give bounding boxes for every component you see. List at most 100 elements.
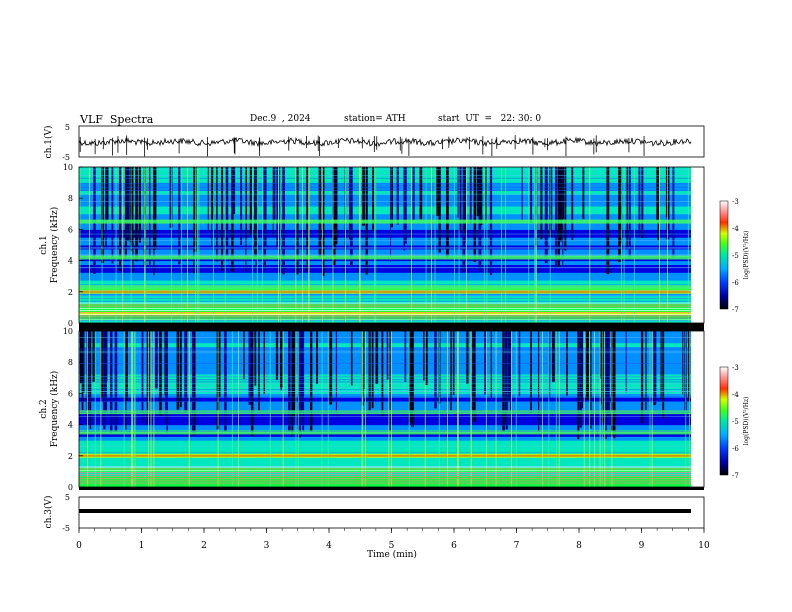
spec-row bbox=[79, 178, 691, 184]
colorbar-scale bbox=[719, 366, 729, 476]
spec-streak bbox=[667, 167, 670, 231]
ch1-freq-ticks: 0 2 4 6 8 10 bbox=[63, 163, 83, 328]
spec-streak bbox=[535, 167, 538, 249]
spec-streak bbox=[100, 331, 103, 399]
spec-streak bbox=[579, 331, 582, 428]
spec-streak bbox=[474, 331, 476, 422]
spec-streak bbox=[423, 331, 425, 381]
spec-streak bbox=[180, 331, 182, 408]
colorbar-tick-label: -5 bbox=[732, 252, 739, 260]
ch2-spectrogram bbox=[79, 331, 691, 488]
ch2-spec-channel-label: ch.2 bbox=[39, 399, 49, 418]
spec-streak bbox=[473, 331, 475, 414]
ch1-waveform bbox=[78, 135, 692, 157]
spec-streak bbox=[645, 331, 647, 410]
ch1-wave-frame bbox=[78, 125, 705, 158]
spec-streak bbox=[216, 167, 218, 262]
spec-row bbox=[79, 373, 691, 379]
spec-streak bbox=[571, 167, 573, 238]
time-tick-label: 8 bbox=[576, 541, 582, 551]
spec-streak bbox=[149, 331, 151, 400]
spec-row bbox=[79, 370, 691, 375]
spec-streak bbox=[243, 331, 245, 380]
spec-streak bbox=[263, 331, 266, 394]
spec-streak bbox=[554, 167, 558, 269]
spec-streak bbox=[419, 167, 423, 220]
ch2-colorbar: -3 -4 -5 -6 -7 log(PSD)(V²/Hz) bbox=[719, 364, 750, 480]
spec-row bbox=[79, 241, 691, 246]
spec-streak bbox=[403, 167, 406, 251]
spec-streak bbox=[176, 331, 180, 410]
spec-streak bbox=[231, 167, 234, 272]
spec-row bbox=[79, 206, 691, 211]
spec-streak bbox=[159, 331, 162, 416]
spec-row bbox=[79, 366, 691, 371]
spec-row bbox=[79, 416, 691, 422]
spec-streak bbox=[300, 331, 304, 413]
spec-streak bbox=[310, 331, 313, 432]
spec-streak bbox=[618, 167, 621, 262]
spec-band-core bbox=[79, 290, 691, 293]
spec-band bbox=[79, 255, 691, 260]
ch1-colorbar: -3 -4 -5 -6 -7 log(PSD)(V²/Hz) bbox=[719, 198, 750, 314]
spec-row bbox=[79, 471, 691, 476]
spec-streak bbox=[79, 331, 83, 384]
spec-row bbox=[79, 459, 691, 465]
spec-streak bbox=[248, 331, 252, 405]
ch1-ytick-bottom: -5 bbox=[62, 153, 70, 162]
colorbar-tick-label: -6 bbox=[732, 279, 739, 287]
spec-streak bbox=[124, 167, 127, 260]
spec-streak bbox=[626, 167, 628, 247]
spec-streak bbox=[119, 167, 122, 271]
spec-streak bbox=[412, 167, 415, 220]
spec-streak bbox=[540, 167, 543, 240]
spec-streak bbox=[577, 331, 580, 440]
spec-streak bbox=[551, 331, 555, 383]
colorbar-tick-label: -5 bbox=[732, 418, 739, 426]
spec-row bbox=[79, 315, 691, 320]
ch3-ylabel: ch.3(V) bbox=[43, 496, 54, 529]
spec-streak bbox=[106, 167, 109, 221]
spec-streak bbox=[396, 167, 399, 225]
chart-title: VLF Spectra bbox=[80, 113, 154, 126]
spec-streak bbox=[550, 167, 553, 225]
spec-streak bbox=[502, 331, 505, 433]
spec-streak bbox=[291, 331, 294, 436]
spec-row bbox=[79, 331, 691, 336]
spec-streak bbox=[135, 167, 138, 262]
spec-streak bbox=[335, 167, 338, 245]
spec-streak bbox=[254, 167, 258, 220]
spec-streak bbox=[564, 167, 567, 251]
time-tick-label: 2 bbox=[201, 541, 207, 551]
spec-streak bbox=[450, 331, 452, 411]
station-label: station= ATH bbox=[344, 114, 406, 124]
spec-row bbox=[79, 424, 691, 429]
spec-streak bbox=[434, 331, 437, 409]
ch1-spec-channel-label: ch.1 bbox=[39, 235, 49, 254]
spec-row bbox=[79, 303, 691, 308]
freq-tick-label: 2 bbox=[68, 452, 73, 461]
spec-row bbox=[79, 268, 691, 273]
spec-row bbox=[79, 440, 691, 445]
separator-bar bbox=[79, 323, 704, 331]
spec-streak bbox=[89, 331, 92, 396]
colorbar-label: log(PSD)(V²/Hz) bbox=[743, 397, 750, 446]
spec-streak bbox=[530, 331, 532, 414]
spec-row bbox=[79, 393, 691, 398]
spec-row bbox=[79, 358, 691, 363]
ch1-spectrogram bbox=[79, 167, 691, 324]
spec-row bbox=[79, 182, 691, 187]
spec-streak bbox=[332, 167, 335, 218]
spec-row bbox=[79, 338, 691, 344]
colorbar-tick-label: -3 bbox=[732, 198, 739, 206]
spec-streak bbox=[411, 331, 414, 427]
freq-tick-label: 2 bbox=[68, 288, 73, 297]
spec-streak bbox=[586, 331, 589, 381]
spec-row bbox=[79, 412, 691, 418]
freq-tick-label: 0 bbox=[68, 483, 73, 492]
spec-row bbox=[79, 229, 691, 234]
spec-streak bbox=[409, 331, 412, 408]
spec-streak bbox=[82, 331, 85, 393]
date-label: Dec.9 , 2024 bbox=[250, 114, 311, 124]
spec-streak bbox=[126, 167, 130, 242]
